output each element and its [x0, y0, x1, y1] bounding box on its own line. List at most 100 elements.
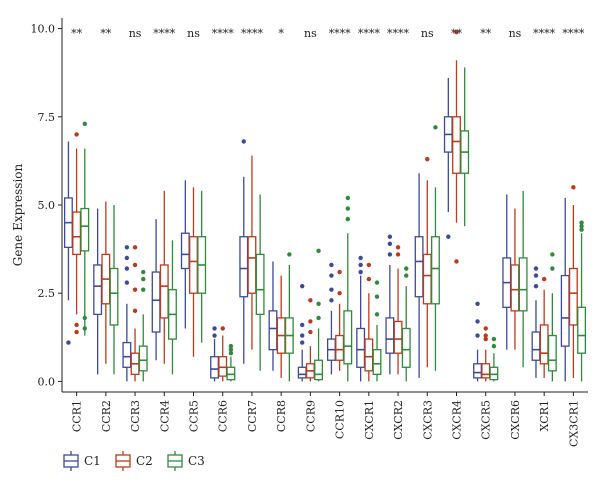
box-C1-CCR5 — [180, 180, 190, 329]
x-tick-label: CXCR1 — [363, 400, 376, 440]
outlier-point — [74, 329, 79, 335]
outlier-point — [337, 269, 342, 275]
outlier-point — [374, 312, 380, 317]
legend-label: C2 — [136, 454, 153, 468]
significance-label: ns — [509, 27, 522, 40]
significance-label: **** — [329, 27, 352, 40]
box-C1-CX3CR1 — [560, 197, 570, 382]
legend-item-C3: C3 — [167, 451, 205, 471]
box-C1-CXCR4 — [443, 77, 453, 239]
outlier-point — [579, 220, 584, 225]
box-C3-CCR4 — [168, 240, 177, 375]
outlier-point — [395, 252, 401, 257]
outlier-point — [132, 262, 138, 268]
outlier-point — [316, 248, 321, 254]
box-body — [489, 366, 499, 381]
box-body — [372, 349, 382, 376]
outlier-point — [454, 29, 459, 35]
outlier-point — [345, 195, 350, 201]
x-tick-label: CXCR4 — [451, 400, 464, 440]
box-body — [473, 363, 482, 379]
significance-label: **** — [212, 27, 235, 40]
outlier-point — [483, 326, 488, 331]
box-body — [481, 363, 491, 379]
significance-label: **** — [533, 27, 556, 40]
outlier-point — [387, 234, 393, 239]
outlier-point — [329, 262, 334, 268]
outlier-point — [541, 276, 547, 282]
box-body — [180, 232, 190, 270]
box-C2-CCR9 — [305, 298, 315, 382]
outlier-point — [124, 266, 130, 271]
outlier-point — [425, 156, 430, 162]
outlier-point — [287, 252, 292, 257]
outlier-point — [241, 139, 246, 144]
outlier-point — [82, 315, 87, 321]
outlier-point — [124, 245, 130, 250]
legend-item-C2: C2 — [115, 451, 153, 471]
y-tick-label: 7.5 — [38, 111, 56, 124]
outlier-point — [550, 266, 555, 271]
significance-row: ** ** ns **** ns **** **** * ns **** **** **** ns ** *… — [71, 27, 585, 40]
outlier-point — [329, 273, 334, 278]
box-body — [385, 317, 395, 354]
x-tick-label: CXCR6 — [509, 400, 522, 440]
outlier-point — [132, 245, 138, 250]
box-C3-CCR2 — [109, 205, 119, 375]
box-body — [431, 236, 440, 305]
outlier-point — [374, 294, 380, 299]
outlier-point — [446, 234, 451, 239]
box-C3-CCR8 — [284, 252, 294, 382]
box-C2-CCR10 — [335, 269, 345, 371]
y-tick-label: 2.5 — [38, 287, 56, 300]
outlier-point — [141, 287, 146, 292]
box-C3-CXCR3 — [431, 125, 440, 371]
box-C1-CCR6 — [210, 326, 219, 382]
outlier-point — [483, 333, 488, 338]
x-tick-label: CCR1 — [71, 400, 84, 432]
box-C1-XCR1 — [531, 266, 541, 378]
significance-label: * — [278, 27, 284, 40]
significance-label: **** — [153, 27, 176, 40]
box-body — [510, 264, 520, 312]
outlier-point — [74, 322, 79, 328]
significance-label: ** — [480, 27, 492, 40]
outlier-point — [366, 262, 372, 268]
significance-label: ns — [421, 27, 434, 40]
x-tick-label: CCR10 — [334, 400, 347, 439]
box-C3-CX3CR1 — [577, 220, 587, 382]
outlier-point — [329, 298, 334, 303]
outlier-point — [345, 216, 350, 222]
outlier-point — [579, 223, 584, 229]
outlier-point — [308, 298, 313, 303]
significance-label: ns — [129, 27, 142, 40]
box-C3-XCR1 — [547, 252, 557, 382]
box-C1-CCR3 — [122, 245, 132, 382]
box-body — [414, 236, 424, 298]
box-C3-CXCR2 — [401, 266, 411, 382]
box-C1-CCR10 — [326, 262, 336, 375]
box-body — [159, 264, 169, 319]
outlier-point — [433, 125, 438, 130]
box-C1-CCR7 — [239, 139, 249, 364]
outlier-point — [316, 315, 321, 321]
outlier-point — [316, 301, 321, 306]
outlier-point — [308, 329, 313, 335]
outlier-point — [82, 121, 87, 127]
box-body — [343, 310, 353, 365]
box-C2-CXCR3 — [422, 156, 432, 368]
outlier-point — [475, 319, 480, 324]
box-body — [268, 310, 278, 351]
outlier-point — [387, 241, 393, 247]
outlier-point — [124, 255, 130, 261]
box-C3-CXCR5 — [489, 336, 499, 382]
box-C2-CXCR2 — [393, 245, 403, 375]
box-body — [255, 253, 265, 316]
legend-label: C3 — [188, 454, 205, 468]
box-body — [297, 366, 307, 379]
box-body — [364, 338, 374, 372]
outlier-point — [533, 266, 539, 271]
box-body — [247, 236, 257, 294]
significance-label: **** — [241, 27, 264, 40]
